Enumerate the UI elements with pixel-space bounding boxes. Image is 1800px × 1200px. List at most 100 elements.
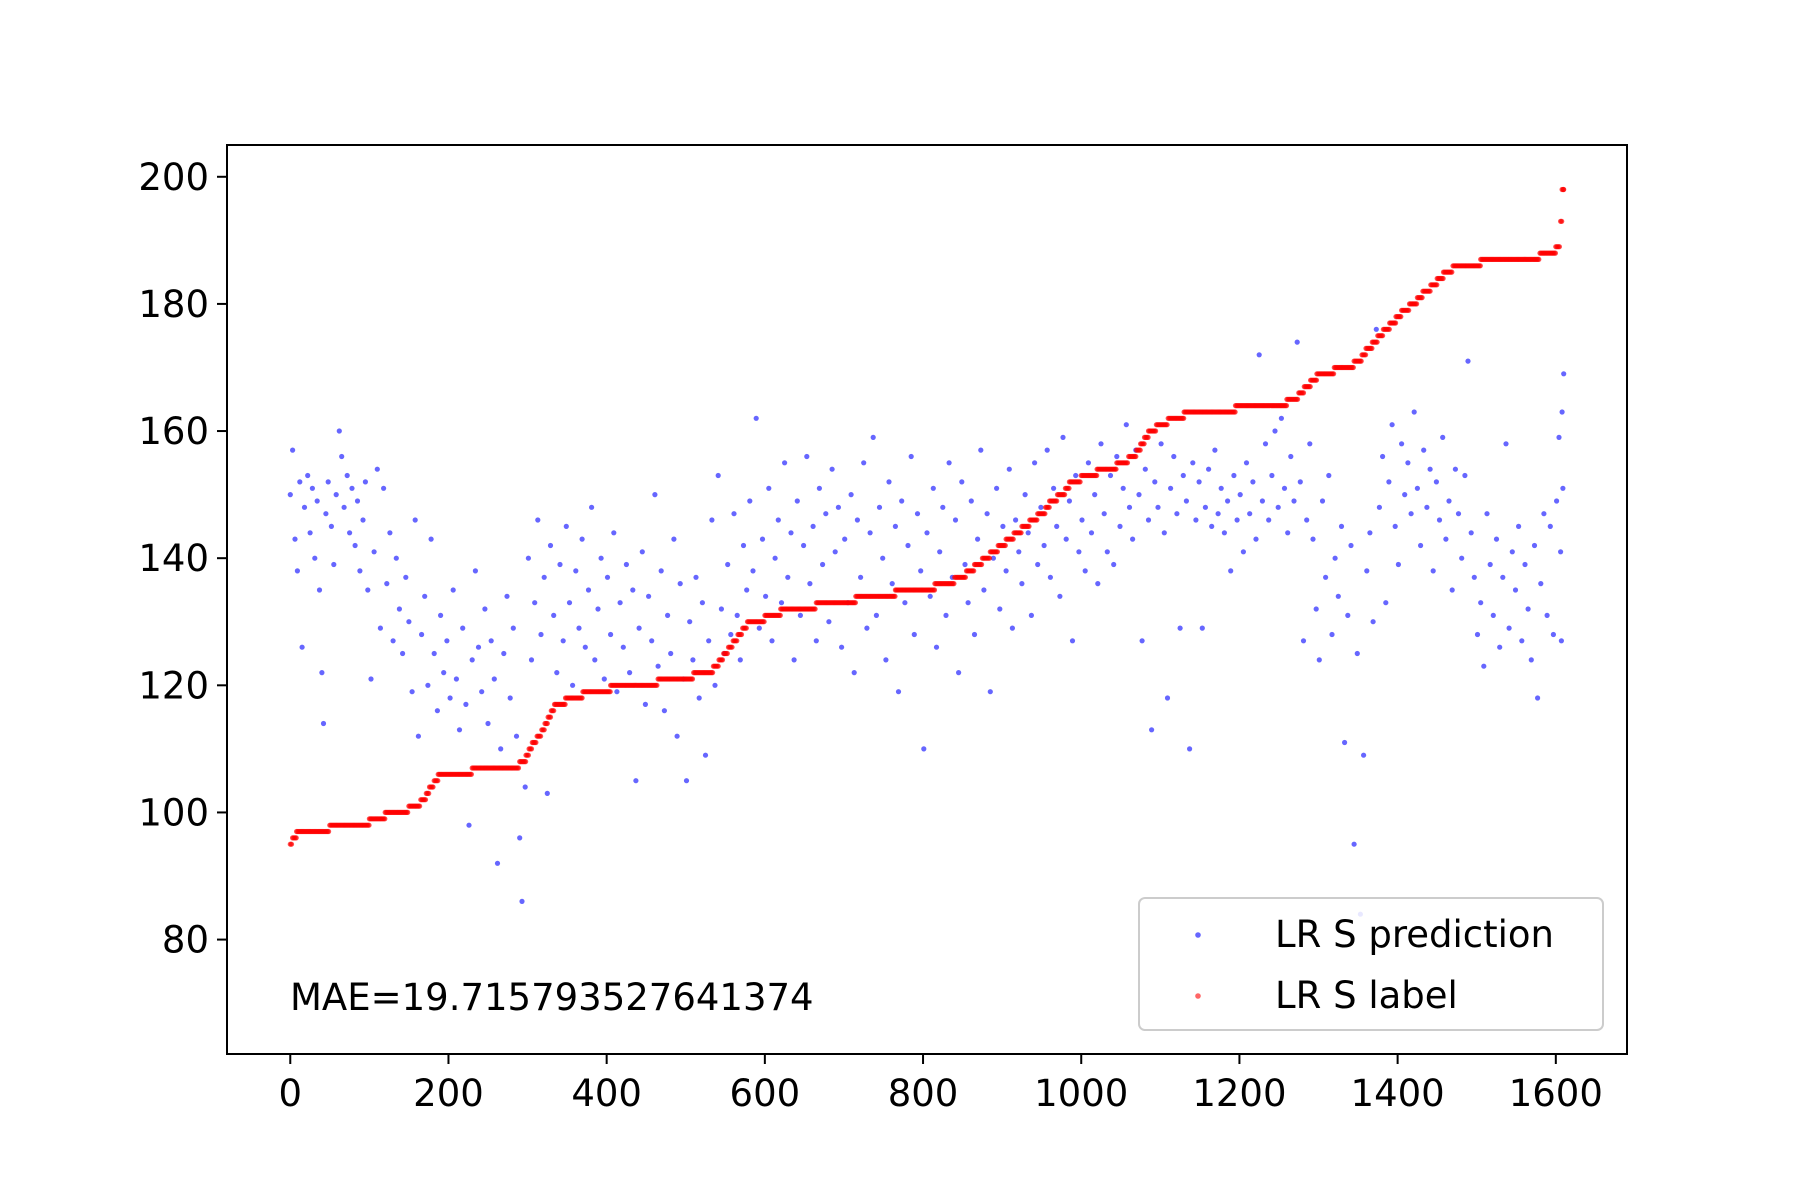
prediction-point — [627, 670, 633, 676]
label-point — [422, 797, 429, 803]
prediction-point — [820, 561, 826, 568]
prediction-point — [1038, 504, 1044, 510]
prediction-point — [579, 536, 585, 542]
prediction-point — [566, 600, 573, 606]
label-point — [1181, 415, 1187, 421]
prediction-point — [1497, 644, 1503, 650]
prediction-point — [1079, 517, 1085, 523]
prediction-point — [1085, 460, 1091, 466]
prediction-point — [360, 517, 366, 523]
prediction-point — [876, 504, 883, 510]
prediction-point — [861, 460, 867, 466]
prediction-point — [997, 606, 1003, 612]
prediction-point — [547, 542, 554, 549]
prediction-point — [513, 733, 520, 739]
y-tick-label: 200 — [138, 156, 209, 199]
prediction-point — [1478, 600, 1484, 606]
prediction-point — [482, 606, 488, 612]
prediction-point — [585, 587, 592, 593]
prediction-point — [1035, 561, 1041, 568]
prediction-point — [1126, 504, 1133, 510]
prediction-point — [357, 568, 363, 574]
label-point — [1232, 409, 1238, 415]
prediction-point — [1275, 504, 1281, 510]
prediction-point — [633, 778, 639, 784]
prediction-point — [965, 600, 971, 606]
prediction-point — [1558, 638, 1564, 644]
label-point — [405, 809, 411, 816]
prediction-point — [1076, 549, 1082, 555]
prediction-point — [1063, 536, 1069, 542]
label-point — [1477, 263, 1483, 269]
prediction-point — [422, 593, 428, 599]
prediction-point — [1069, 638, 1076, 644]
prediction-point — [297, 479, 303, 485]
prediction-point — [563, 523, 569, 530]
legend: LR S prediction LR S label — [1138, 897, 1604, 1031]
label-point — [734, 638, 740, 644]
prediction-point — [1342, 739, 1348, 746]
prediction-point — [1389, 422, 1395, 428]
prediction-point — [1560, 485, 1566, 491]
prediction-point — [498, 746, 504, 752]
prediction-point — [984, 511, 990, 517]
label-point — [1034, 517, 1040, 523]
prediction-point — [883, 657, 889, 663]
prediction-point — [1405, 460, 1411, 466]
label-point — [1066, 485, 1072, 491]
y-tick-label: 140 — [138, 537, 209, 580]
prediction-point — [1335, 593, 1341, 599]
prediction-point — [687, 619, 693, 625]
label-point — [1380, 333, 1386, 339]
prediction-point — [598, 555, 604, 561]
mae-annotation: MAE=19.715793527641374 — [290, 976, 814, 1019]
label-point — [1094, 472, 1100, 479]
prediction-point — [320, 720, 327, 727]
label-point — [1427, 288, 1433, 294]
prediction-point — [1092, 492, 1098, 498]
label-point — [1077, 479, 1083, 485]
prediction-point — [1136, 492, 1142, 498]
label-point — [1414, 301, 1420, 307]
prediction-point — [1218, 485, 1224, 491]
prediction-point — [1459, 555, 1465, 561]
prediction-point — [1367, 530, 1373, 536]
prediction-point — [956, 670, 962, 676]
x-tick-label: 1000 — [1034, 1072, 1128, 1115]
prediction-point — [307, 530, 313, 536]
prediction-point — [652, 492, 658, 498]
prediction-point — [1259, 498, 1265, 504]
prediction-point — [1101, 511, 1107, 517]
prediction-point — [551, 612, 557, 619]
prediction-point — [763, 593, 769, 599]
prediction-point — [1522, 561, 1528, 568]
prediction-point — [851, 670, 857, 676]
label-point — [528, 746, 535, 752]
prediction-point — [1559, 409, 1565, 415]
prediction-point — [519, 898, 525, 905]
prediction-point — [601, 676, 607, 682]
prediction-point — [287, 492, 293, 498]
prediction-point — [570, 682, 576, 688]
prediction-point — [328, 523, 334, 530]
prediction-point — [396, 606, 402, 612]
prediction-point — [1291, 498, 1297, 504]
prediction-point — [472, 568, 478, 574]
label-point — [1552, 250, 1558, 256]
prediction-point — [1044, 447, 1050, 453]
prediction-point — [1436, 517, 1443, 523]
legend-label-prediction: LR S prediction — [1275, 913, 1554, 956]
prediction-point — [538, 631, 544, 638]
prediction-point — [1319, 498, 1326, 504]
prediction-point — [747, 498, 753, 504]
prediction-point — [331, 561, 337, 568]
prediction-point — [683, 778, 690, 784]
prediction-point — [1028, 612, 1034, 619]
prediction-point — [1073, 472, 1079, 479]
label-point — [1559, 218, 1565, 224]
label-point — [986, 555, 993, 561]
label-point — [1010, 536, 1016, 542]
prediction-point — [1095, 581, 1101, 587]
label-point — [1440, 275, 1446, 282]
prediction-point — [914, 511, 921, 517]
